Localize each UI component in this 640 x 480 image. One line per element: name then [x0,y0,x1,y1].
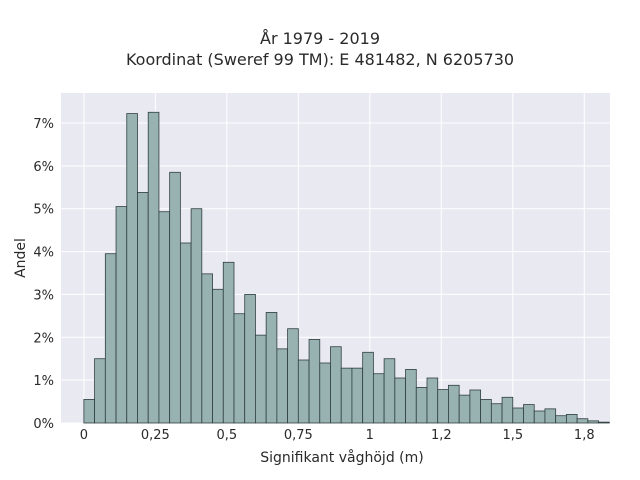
histogram-bar [330,346,342,424]
histogram-bar [555,415,567,424]
histogram-bar [372,373,385,424]
histogram-bar [126,113,138,424]
histogram-bar [448,384,460,424]
x-tick-labels: 0 0,25 0,5 0,75 1 1,2 1,5 1,8 [80,428,595,443]
histogram-bar [137,192,149,424]
chart-title: År 1979 - 2019 [260,29,380,48]
histogram-bar [437,389,449,424]
x-tick-label: 1,2 [431,428,452,443]
histogram-bar [265,312,278,424]
histogram-bar [351,367,364,424]
histogram-bar [587,420,599,424]
histogram-bar [512,407,524,424]
histogram-bar [383,358,396,424]
histogram-bar [490,403,503,424]
x-axis-label: Signifikant våghöjd (m) [260,449,423,466]
histogram-bar [362,351,374,424]
histogram-bar [222,261,235,424]
histogram-bar [544,408,557,424]
bars [83,111,610,424]
histogram-bar [297,359,310,424]
plot-area [61,93,610,423]
y-axis-label: Andel [13,238,29,278]
x-tick-label: 1,5 [502,428,523,443]
histogram-bar [201,273,213,424]
histogram-bar [212,288,224,424]
histogram-bar [469,389,482,424]
histogram-bar [147,111,160,424]
histogram-bar [287,328,299,424]
histogram-bar [598,421,610,424]
histogram-bar [94,358,106,424]
histogram-bar [244,294,256,424]
histogram-bar [565,414,578,424]
histogram-bar [169,171,181,424]
histogram-bar [480,399,492,424]
histogram-bar [104,253,117,424]
grid-lines [61,93,610,424]
histogram-bar [308,339,321,424]
histogram-bar [576,418,589,424]
histogram-bar [501,396,514,424]
y-tick-label: 0% [33,417,54,432]
histogram-bar [394,377,406,424]
y-tick-label: 5% [33,203,54,218]
histogram-bar [533,410,546,424]
histogram-bar [190,208,203,424]
y-tick-label: 3% [33,288,54,303]
y-tick-labels: 0% 1% 2% 3% 4% 5% 6% 7% [33,117,54,432]
histogram-bar [255,334,267,424]
x-tick-label: 0,75 [284,428,313,443]
histogram-bar [523,404,535,424]
y-tick-label: 1% [33,374,54,389]
histogram-bar [233,313,246,424]
y-tick-label: 7% [33,117,54,132]
histogram-bar [158,211,171,424]
histogram-bar [276,348,289,424]
histogram-bar [426,377,439,424]
y-tick-label: 6% [33,160,54,175]
x-tick-label: 0,5 [217,428,238,443]
x-tick-label: 1,8 [574,428,595,443]
histogram-bar [415,387,428,424]
y-tick-label: 4% [33,246,54,261]
histogram-bar [115,206,128,424]
x-tick-label: 0 [80,428,88,443]
histogram-bar [179,242,192,424]
histogram-bar [458,394,471,424]
histogram-bar [340,367,353,424]
y-tick-label: 2% [33,331,54,346]
chart-subtitle: Koordinat (Sweref 99 TM): E 481482, N 62… [125,50,515,69]
histogram-bar [319,362,331,424]
histogram-bar [83,399,95,424]
histogram-bar [405,369,417,424]
x-tick-label: 1 [366,428,374,443]
x-tick-label: 0,25 [141,428,170,443]
